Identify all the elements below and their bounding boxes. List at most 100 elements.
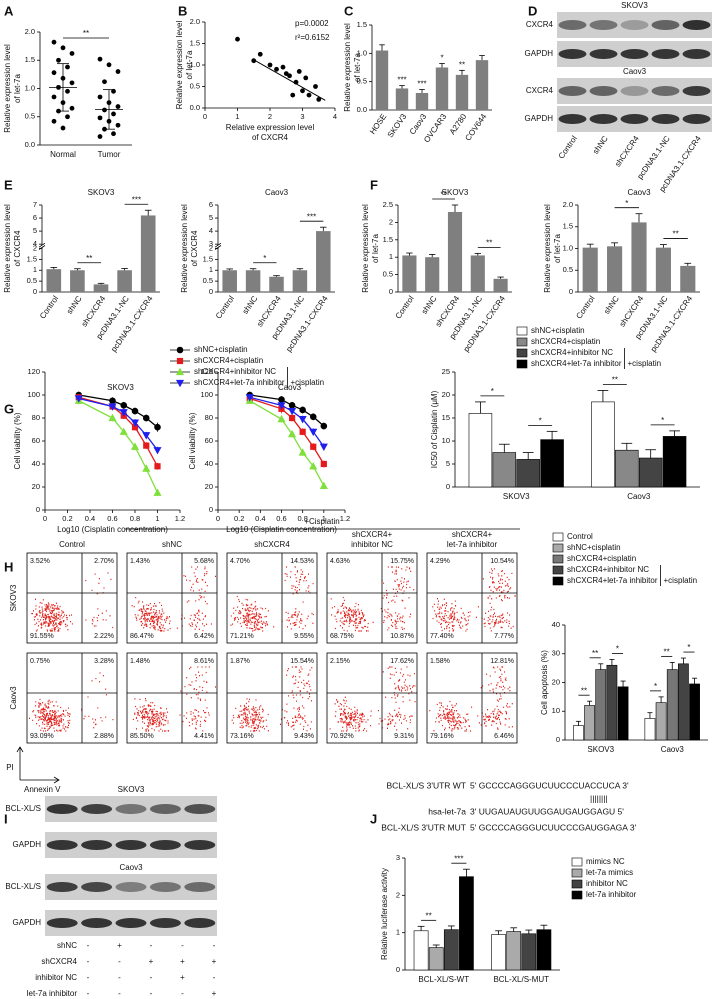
blot-row-label: BCL-XL/S [5,804,41,813]
bar [680,265,696,292]
axis-break-mark [38,245,46,250]
blot-band [46,804,78,814]
axis-break [40,245,44,248]
y-tick-label: 0 [389,287,393,296]
bar [521,933,537,971]
x-tick-label: shNC [420,294,439,316]
y-tick-label: 1.0 [190,60,200,69]
legend-label: shCXCR4+inhibitor NC [567,565,649,574]
marker [176,346,184,354]
blot-row-label: GAPDH [525,49,554,58]
x-tick-label: Control [38,294,60,320]
condition-sign: - [87,957,90,966]
y-tick-label: 4 [209,226,213,235]
y-tick-label: 5 [446,459,450,468]
y-tick-label: 0 [36,505,40,514]
condition-sign: + [212,989,217,998]
condition-sign: + [180,973,185,982]
legend-label: shNC+cisplatin [567,543,621,552]
y-tick-label: 60 [205,436,213,445]
point [69,51,75,56]
bar [269,276,284,292]
point [69,105,75,111]
y-tick-label: 1.5 [25,55,35,64]
point [235,36,240,42]
blot-band [558,114,587,124]
y-tick-label: 40 [205,459,213,468]
x-tick-label: Control [574,294,596,320]
blot-row-label: GAPDH [13,918,42,927]
quadrant-percent: 70.92% [330,733,354,740]
legend-swatch [552,565,564,575]
y-tick-label: 80 [32,413,40,422]
significance: * [654,682,657,691]
x-tick-label: shNC [602,294,621,316]
quadrant-percent: 6.46% [494,733,514,740]
condition-sign: - [150,989,153,998]
point [290,92,296,98]
y-tick-label: 5 [209,213,213,222]
sequence-label: hsa-let-7a [428,806,466,816]
blot-band [184,882,216,892]
x-tick-label: COV644 [463,112,488,143]
bar [573,725,584,741]
legend-swatch [516,337,528,347]
lane-label: shCXCR4 [613,134,641,169]
quadrant-percent: 15.75% [390,558,414,565]
panel-label: B [178,3,187,18]
flow-frame [26,652,118,744]
lane-label: pcDNA3.1-NC [635,134,672,181]
x-tick-label: SKOV3 [503,492,530,501]
point [51,39,57,45]
legend-label: let-7a mimics [586,868,633,877]
blot-band [651,114,680,124]
point [280,64,286,70]
x-tick-label: 0.6 [276,514,286,523]
significance: ** [486,238,492,247]
flow-frame [26,552,118,644]
blot-cell-label: SKOV3 [118,785,145,794]
blot-band [558,20,587,30]
blot-row-label: CXCR4 [526,86,554,95]
bar [395,88,409,110]
point [274,66,279,72]
y-tick-label: 2.5 [383,200,393,209]
panel-label: J [370,811,377,826]
y-tick-label: 0.5 [27,276,37,285]
lane-label: shNC [591,134,610,156]
significance: ** [440,190,446,199]
y-tick-label: 0 [569,287,573,296]
flow-dots [132,666,216,732]
blot-band [558,49,587,59]
y-tick-label: 2.0 [25,27,35,36]
y-tick-label: 0.5 [190,81,200,90]
bar [117,270,132,292]
column-title: inhibitor NC [351,540,393,549]
bar [93,284,109,292]
blot-band [620,20,649,30]
legend-label: shCXCR4+let-7a inhibitor [567,576,658,585]
x-tick-label: 2 [268,112,272,121]
x-tick-label: 0.2 [62,514,72,523]
significance: *** [307,212,316,221]
bar [443,929,459,971]
point [51,70,57,76]
condition-sign: - [213,941,216,950]
quadrant-percent: 4.41% [194,733,214,740]
significance: ** [592,649,598,658]
point [300,88,305,94]
quadrant-percent: 15.54% [290,658,314,665]
blot-band [651,86,680,96]
legend-label: shCXCR4+let-7a inhibitor [531,359,622,368]
blot-band [682,20,711,30]
x-tick-label: 4 [333,112,337,121]
bar [222,270,237,292]
bar [540,439,564,488]
flow-frame [326,552,418,644]
marker [288,429,297,438]
flow-dots [330,566,415,632]
legend-swatch [571,857,583,867]
axis-break-mark [214,245,222,250]
blot-band [558,86,587,96]
legend-swatch [552,532,564,542]
